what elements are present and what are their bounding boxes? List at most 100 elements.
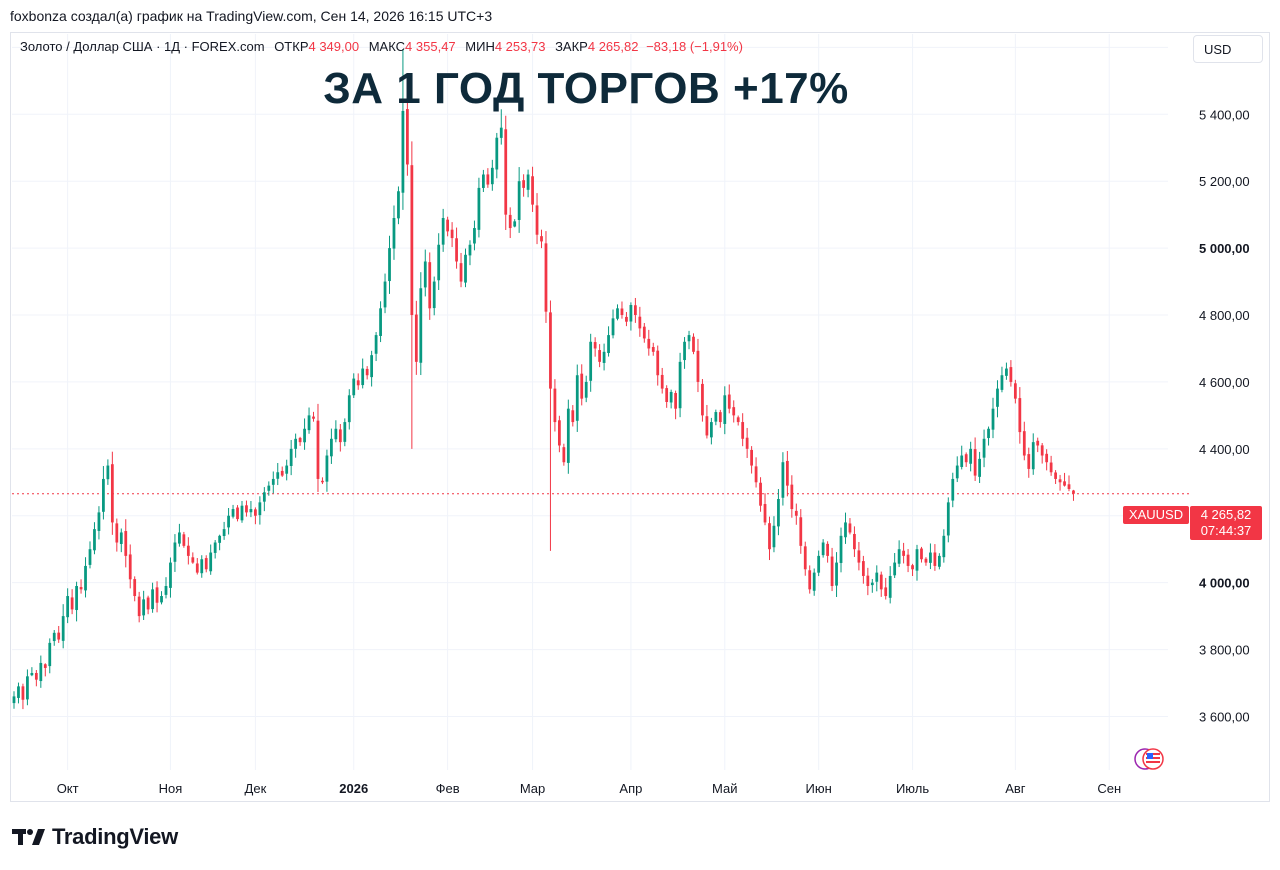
candle-body (294, 438, 298, 449)
candle-body (84, 565, 87, 591)
candle-body (678, 361, 682, 409)
candle-body (75, 586, 78, 611)
y-tick-label: 5 000,00 (1199, 241, 1250, 256)
candle-body (857, 550, 861, 563)
candle-body (70, 597, 74, 610)
bar-countdown: 07:44:37 (1200, 523, 1252, 538)
candle-body (173, 542, 177, 562)
candle-body (178, 532, 181, 544)
candle-body (1054, 472, 1057, 479)
candle-body (754, 466, 758, 483)
candle-body (182, 534, 186, 546)
candle-body (996, 388, 999, 407)
candle-body (651, 346, 655, 352)
candle-body (383, 281, 387, 308)
candle-body (897, 549, 901, 564)
candle-body (709, 422, 713, 438)
candle-body (249, 509, 253, 513)
candle-body (870, 582, 874, 586)
candle-body (93, 529, 96, 551)
y-tick-label: 4 800,00 (1199, 308, 1250, 323)
symbol-name: Золото / Доллар США · 1Д · FOREX.com (20, 39, 265, 54)
candle-body (495, 137, 499, 170)
candle-body (553, 388, 557, 423)
currency-button[interactable]: USD (1193, 35, 1263, 63)
candle-body (128, 554, 132, 580)
candle-body (888, 575, 892, 598)
candle-body (307, 415, 311, 431)
candle-body (906, 554, 910, 566)
candle-body (1072, 490, 1075, 494)
candle-body (1022, 431, 1026, 456)
candle-body (566, 408, 570, 463)
candle-body (124, 531, 128, 556)
candle-body (388, 248, 391, 282)
candle-body (437, 244, 441, 281)
candle-body (920, 548, 923, 560)
candle-body (951, 478, 955, 501)
candle-body (169, 562, 172, 588)
candle-body (21, 686, 25, 700)
candle-body (1036, 440, 1040, 446)
candle-body (964, 454, 968, 463)
candle-body (683, 341, 686, 361)
y-tick-label: 5 400,00 (1199, 107, 1250, 122)
candle-body (231, 509, 235, 517)
candle-body (12, 696, 16, 704)
candle-body (267, 485, 271, 491)
candle-body (544, 243, 548, 312)
candle-body (513, 221, 517, 227)
candle-body (929, 552, 932, 563)
candle-body (222, 529, 226, 537)
candle-body (303, 428, 306, 443)
candle-body (39, 662, 43, 682)
candle-body (638, 316, 642, 329)
candle-body (781, 462, 785, 498)
candle-body (692, 336, 695, 352)
candle-body (119, 532, 123, 544)
candle-body (642, 326, 646, 339)
candle-body (625, 316, 628, 322)
candle-body (289, 448, 293, 466)
candle-body (468, 244, 472, 256)
candle-body (164, 586, 168, 595)
candle-body (785, 460, 789, 486)
candle-body (414, 314, 418, 362)
candle-body (960, 455, 964, 467)
candle-body (423, 261, 427, 288)
candle-body (727, 394, 731, 409)
candle-body (338, 429, 342, 443)
brand-name: TradingView (52, 824, 178, 849)
candle-body (745, 437, 749, 449)
candle-body (669, 391, 673, 403)
candle-body (1009, 367, 1013, 382)
candle-body (1045, 453, 1049, 463)
candle-body (955, 465, 959, 479)
last-price-value: 4 265,82 (1200, 507, 1252, 522)
candle-body (799, 517, 803, 546)
candle-body (102, 478, 105, 512)
candle-body (258, 502, 262, 516)
candle-body (803, 546, 807, 570)
candle-body (517, 181, 521, 220)
candle-body (401, 110, 405, 193)
last-price-tag: 4 265,82 07:44:37 (1190, 506, 1262, 540)
x-tick-label: 2026 (339, 781, 368, 796)
candle-body (759, 482, 762, 506)
candle-body (580, 373, 584, 399)
chart-frame[interactable] (10, 32, 1270, 802)
candle-body (674, 393, 677, 409)
candle-body (620, 308, 624, 316)
candle-body (133, 579, 137, 597)
change-value: −83,18 (−1,91%) (646, 39, 743, 54)
us-flag-icon[interactable] (1132, 747, 1168, 771)
x-axis: Окт Ноя Дек 2026 Фев Мар Апр Май Июн Июль Авг Сен (57, 781, 1121, 796)
candle-body (271, 478, 275, 485)
low-value: 4 253,73 (494, 39, 546, 54)
candle-body (137, 596, 141, 617)
candle-body (48, 642, 52, 667)
candle-body (575, 375, 579, 421)
candle-body (522, 180, 526, 188)
candle-body (30, 672, 34, 676)
